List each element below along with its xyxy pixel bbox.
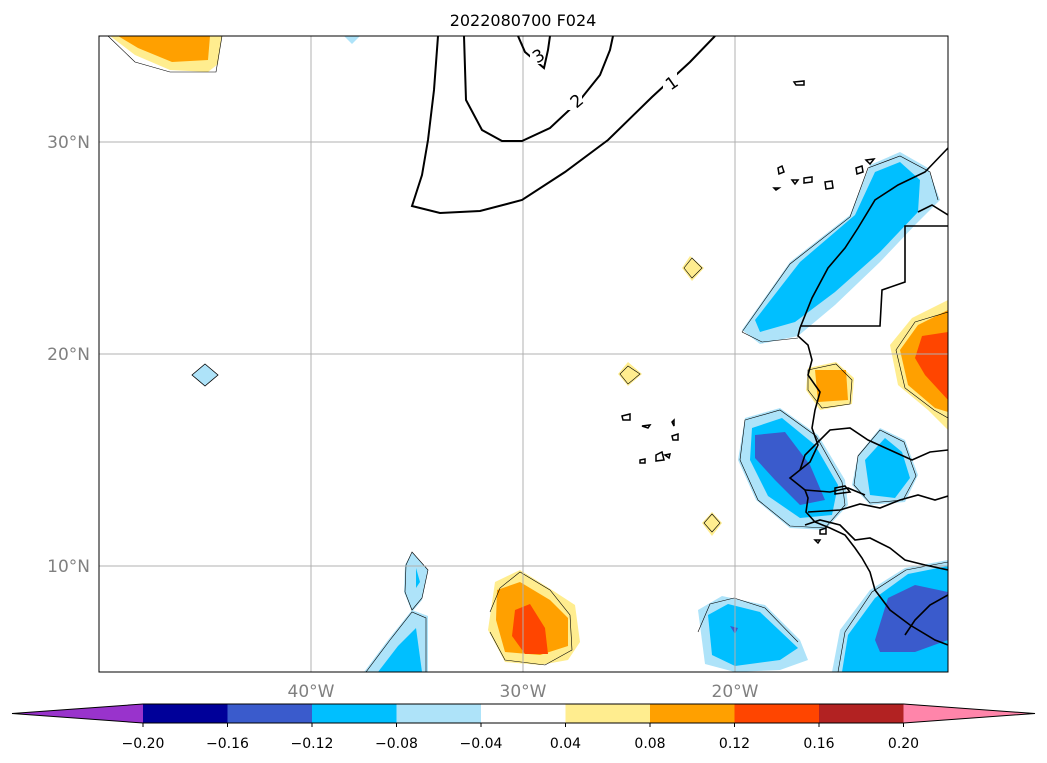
border-4 — [807, 494, 948, 513]
border-7 — [917, 204, 948, 216]
colorbar-segment — [312, 704, 397, 723]
cool-core-west-africa — [755, 432, 825, 505]
lat-label-20n: 20°N — [47, 345, 90, 365]
border-2 — [799, 427, 948, 471]
plot-area: 3 2 1 — [99, 36, 948, 672]
colorbar-tick-label: 0.20 — [888, 736, 919, 752]
cool-band-core — [755, 162, 920, 332]
west-africa-coast — [788, 147, 948, 646]
colorbar-segment — [396, 704, 482, 723]
border-3 — [804, 487, 866, 496]
madeira-island — [777, 164, 785, 176]
warm-core-south — [512, 604, 548, 654]
colorbar-tick-label: −0.12 — [291, 736, 334, 752]
colorbar-segment — [819, 704, 904, 723]
cool-core-southeast — [875, 585, 948, 652]
colorbar-segment — [143, 704, 228, 723]
colorbar-tick-label: −0.04 — [460, 736, 503, 752]
lon-label-20w: 20°W — [712, 682, 759, 702]
colorbar-tick-label: −0.20 — [122, 736, 165, 752]
colorbar-extend-low — [12, 704, 143, 723]
plot-frame — [98, 35, 949, 673]
contour-3 — [517, 36, 551, 70]
cool-speck-south-2 — [730, 626, 738, 634]
cool-filament-core — [416, 568, 420, 588]
border-5 — [804, 519, 948, 571]
lat-label-30n: 30°N — [47, 133, 90, 153]
islands — [621, 80, 876, 545]
cool-diamond-west — [191, 363, 219, 387]
warm-core-east — [915, 332, 948, 400]
colorbar-tick-label: 0.16 — [803, 736, 834, 752]
coastlines — [788, 147, 948, 646]
colorbar-tick-label: 0.08 — [634, 736, 665, 752]
thick-contours — [410, 36, 716, 215]
warm-core-nw — [118, 36, 210, 62]
warm-speck-2 — [618, 362, 642, 386]
thin-contours — [107, 36, 948, 672]
lat-label-10n: 10°N — [47, 557, 90, 577]
border-6 — [904, 594, 948, 636]
azores-island — [792, 80, 805, 86]
colorbar-tick-label: 0.04 — [550, 736, 581, 752]
colorbar-tick-label: −0.16 — [206, 736, 249, 752]
contour-2 — [463, 36, 614, 142]
colorbar-segment — [481, 704, 566, 723]
warm-speck-1 — [682, 256, 704, 281]
contour-label-group: 3 2 1 — [529, 44, 682, 113]
lon-label-30w: 30°W — [500, 682, 547, 702]
colorbar-tick-label: −0.08 — [375, 736, 418, 752]
map-title: 2022080700 F024 — [450, 11, 597, 30]
cool-core-south-2 — [708, 604, 798, 666]
warm-speck-3 — [702, 512, 722, 536]
gridlines — [99, 36, 948, 672]
warm-core-coast — [815, 370, 848, 402]
cool-core-inland — [865, 438, 910, 498]
colorbar-tick-label: 0.12 — [719, 736, 750, 752]
contour-1 — [410, 36, 716, 215]
colorbar-segment — [227, 704, 313, 723]
colorbar-segment — [565, 704, 651, 723]
border-1 — [800, 225, 948, 327]
lon-label-40w: 40°W — [288, 682, 335, 702]
colorbar-segment — [734, 704, 820, 723]
colorbar: −0.20 −0.16 −0.12 −0.08 −0.04 0.04 0.08 0.12 0.1… — [11, 703, 1036, 752]
colorbar-segment — [650, 704, 735, 723]
cape-verde-island — [621, 413, 631, 421]
cool-core-south-1 — [378, 628, 422, 672]
colorbar-extend-high — [903, 704, 1035, 723]
cool-speck-top — [344, 36, 360, 44]
